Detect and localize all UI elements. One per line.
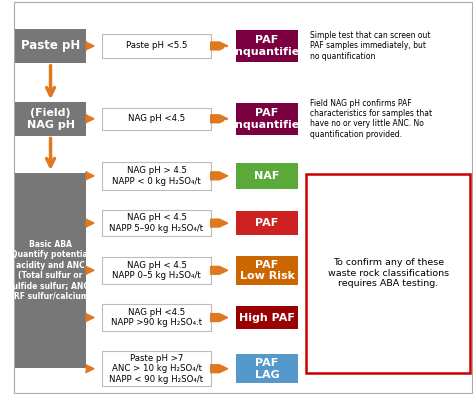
FancyArrow shape (210, 42, 228, 50)
Text: Basic ABA
Quantify potential
acidity and ANC
(Total sulfur or
sulfide sulfur; AN: Basic ABA Quantify potential acidity and… (9, 240, 92, 301)
FancyArrow shape (86, 219, 94, 227)
Text: (Field)
NAG pH: (Field) NAG pH (27, 108, 74, 130)
FancyBboxPatch shape (102, 34, 210, 58)
FancyBboxPatch shape (102, 257, 210, 284)
FancyBboxPatch shape (236, 211, 298, 235)
Text: NAG pH < 4.5
NAPP 5–90 kg H₂SO₄/t: NAG pH < 4.5 NAPP 5–90 kg H₂SO₄/t (109, 213, 203, 233)
FancyArrow shape (86, 115, 94, 123)
FancyArrow shape (210, 314, 228, 322)
FancyArrow shape (210, 266, 228, 274)
Text: NAG pH <4.5
NAPP >90 kg H₂SO₄.t: NAG pH <4.5 NAPP >90 kg H₂SO₄.t (111, 308, 202, 327)
Text: Simple test that can screen out
PAF samples immediately, but
no quantification: Simple test that can screen out PAF samp… (310, 31, 430, 61)
FancyArrow shape (86, 172, 94, 180)
FancyBboxPatch shape (15, 29, 86, 63)
FancyBboxPatch shape (236, 30, 298, 62)
Text: PAF: PAF (255, 218, 279, 228)
Text: NAG pH < 4.5
NAPP 0–5 kg H₂SO₄/t: NAG pH < 4.5 NAPP 0–5 kg H₂SO₄/t (112, 261, 201, 280)
Text: Paste pH >7
ANC > 10 kg H₂SO₄/t
NAPP < 90 kg H₂SO₄/t: Paste pH >7 ANC > 10 kg H₂SO₄/t NAPP < 9… (109, 354, 203, 384)
Text: Paste pH: Paste pH (21, 40, 80, 53)
FancyBboxPatch shape (102, 108, 210, 130)
FancyBboxPatch shape (236, 163, 298, 189)
Text: PAF
(unquantified): PAF (unquantified) (222, 108, 312, 130)
FancyBboxPatch shape (15, 173, 86, 368)
FancyBboxPatch shape (236, 256, 298, 285)
Text: PAF
(unquantified): PAF (unquantified) (222, 35, 312, 57)
Text: NAG pH > 4.5
NAPP < 0 kg H₂SO₄/t: NAG pH > 4.5 NAPP < 0 kg H₂SO₄/t (112, 166, 201, 186)
FancyArrow shape (86, 365, 94, 372)
FancyArrow shape (210, 365, 228, 372)
FancyBboxPatch shape (236, 354, 298, 384)
FancyBboxPatch shape (307, 174, 470, 372)
Text: To confirm any of these
waste rock classifications
requires ABA testing.: To confirm any of these waste rock class… (328, 258, 449, 288)
FancyArrow shape (210, 219, 228, 227)
FancyBboxPatch shape (102, 210, 210, 237)
FancyArrow shape (86, 266, 94, 274)
Text: NAF: NAF (255, 171, 280, 181)
FancyArrow shape (210, 115, 228, 123)
FancyBboxPatch shape (102, 352, 210, 386)
FancyArrow shape (86, 314, 94, 322)
Text: PAF
LAG: PAF LAG (255, 358, 280, 380)
Text: Field NAG pH confirms PAF
characteristics for samples that
have no or very littl: Field NAG pH confirms PAF characteristic… (310, 99, 432, 139)
Text: Paste pH <5.5: Paste pH <5.5 (126, 41, 187, 51)
FancyBboxPatch shape (15, 102, 86, 135)
Text: NAG pH <4.5: NAG pH <4.5 (128, 114, 185, 123)
FancyBboxPatch shape (236, 103, 298, 135)
FancyBboxPatch shape (236, 306, 298, 329)
FancyBboxPatch shape (102, 162, 210, 190)
FancyBboxPatch shape (102, 304, 210, 331)
FancyArrow shape (86, 42, 94, 50)
Text: PAF
Low Risk: PAF Low Risk (239, 260, 295, 281)
Text: High PAF: High PAF (239, 312, 295, 323)
FancyArrow shape (210, 172, 228, 180)
